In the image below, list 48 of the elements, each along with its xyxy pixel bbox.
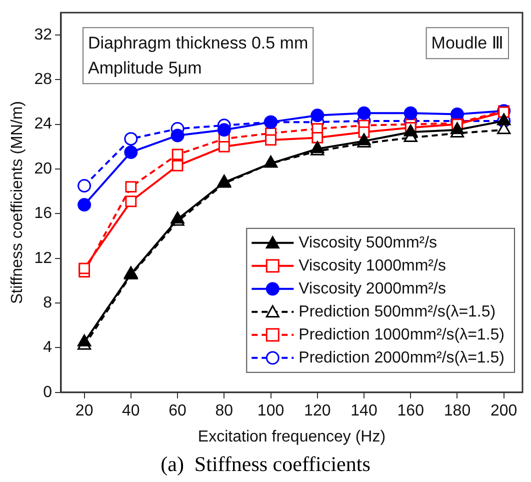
x-tick-label: 40 [122,402,140,420]
point [172,148,184,160]
annotation: Diaphragm thickness 0.5 mm Amplitude 5μm [88,33,308,78]
point [78,262,90,274]
x-tick-label: 100 [257,402,284,420]
y-tick-label: 20 [34,160,52,178]
point [265,134,276,146]
x-tick-label: 60 [168,402,187,420]
point [170,128,184,142]
x-tick-label: 180 [444,402,471,420]
legend-label: Viscosity 1000mm²/s [298,257,446,274]
point [312,132,324,144]
x-tick-label: 120 [304,402,331,420]
point [125,196,137,208]
point [217,123,231,137]
y-tick-label: 8 [43,294,52,312]
point [78,178,92,192]
legend-label: Prediction 2000mm²/s(λ=1.5) [298,349,504,366]
y-tick-label: 32 [34,26,52,44]
point [78,198,92,212]
x-tick-label: 80 [215,402,234,420]
y-tick-label: 0 [43,384,52,401]
point [310,108,324,122]
point [357,106,371,120]
legend-label: Prediction 500mm²/s(λ=1.5) [298,303,496,320]
y-axis-title: Stiffness coefficients (MN/m) [9,100,26,304]
point [404,106,418,120]
x-axis-title: Excitation frequencey (Hz) [198,428,386,446]
y-tick-label: 24 [34,116,52,133]
point [77,334,92,346]
point [124,145,138,159]
point [125,181,137,193]
x-tick-label: 140 [350,402,378,420]
annotation: Moudle Ⅲ [431,33,504,52]
point [218,140,230,152]
y-tick-label: 28 [34,71,52,88]
point [172,160,184,172]
x-tick-label: 200 [490,402,518,420]
legend-label: Prediction 1000mm²/s(λ=1.5) [298,326,504,344]
y-tick-label: 12 [34,250,52,267]
y-tick-label: 16 [34,205,52,222]
text: (a) Stiffness coefficients [160,452,370,476]
legend-label: Viscosity 2000mm²/s [298,280,446,298]
y-tick-label: 4 [43,339,52,356]
x-tick-label: 160 [397,402,424,420]
legend-label: Viscosity 500mm²/s [298,234,438,252]
point [124,132,138,146]
x-tick-label: 20 [75,402,94,420]
